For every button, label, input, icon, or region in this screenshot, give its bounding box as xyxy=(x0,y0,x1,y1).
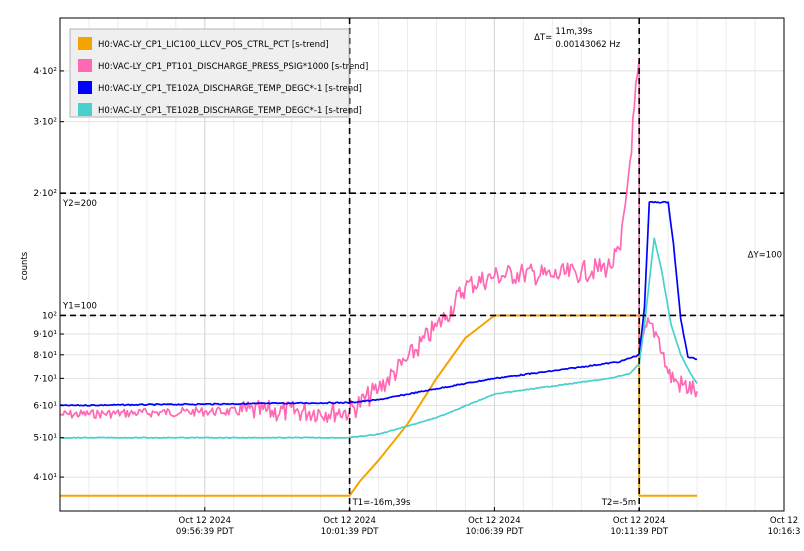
y-axis-label: counts xyxy=(20,251,30,280)
y-tick-label: 10² xyxy=(42,311,57,321)
legend-swatch-1 xyxy=(78,37,92,50)
t2-cursor-label: T2=-5m xyxy=(601,498,636,508)
y-tick-label: 9·10¹ xyxy=(33,330,57,340)
legend-label-2: H0:VAC-LY_CP1_PT101_DISCHARGE_PRESS_PSIG… xyxy=(98,62,368,72)
y-tick-label: 8·10¹ xyxy=(33,351,57,361)
x-tick-label-time: 10:06:39 PDT xyxy=(466,527,525,537)
series-line-3 xyxy=(59,200,698,407)
legend-label-3: H0:VAC-LY_CP1_TE102A_DISCHARGE_TEMP_DEGC… xyxy=(98,84,362,94)
delta-t-value: 11m,39s xyxy=(555,27,593,37)
x-tick-label-time: 10:01:39 PDT xyxy=(321,527,380,537)
y2-cursor-label: Y2=200 xyxy=(62,199,97,209)
series-layer xyxy=(59,59,698,497)
x-tick-label-date: Oct 12 2024 xyxy=(323,516,376,526)
delta-y-label: ΔY=100 xyxy=(748,250,782,260)
axis-layer: 4·10¹ 5·10¹ 6·10¹ 7·10¹ 8·10¹ 9·10¹ 10² 2·10² 3·… xyxy=(33,67,800,537)
delta-t-prefix: ΔT= xyxy=(534,33,552,43)
delta-t-frequency: 0.00143062 Hz xyxy=(555,40,620,50)
x-tick-label-time: 10:16:3 xyxy=(768,527,801,537)
legend-swatch-4 xyxy=(78,103,92,116)
y-tick-label: 5·10¹ xyxy=(33,434,57,444)
legend-box xyxy=(69,28,350,118)
legend: H0:VAC-LY_CP1_LIC100_LLCV_POS_CTRL_PCT [… xyxy=(69,28,368,118)
x-tick-label-date: Oct 12 2024 xyxy=(613,516,666,526)
y-tick-label: 2·10² xyxy=(33,189,57,199)
legend-swatch-2 xyxy=(78,59,92,72)
x-tick-label-date: Oct 12 2024 xyxy=(468,516,521,526)
series-line-2 xyxy=(59,59,698,423)
legend-label-1: H0:VAC-LY_CP1_LIC100_LLCV_POS_CTRL_PCT [… xyxy=(98,40,329,50)
y-tick-label: 6·10¹ xyxy=(33,402,57,412)
y1-cursor-label: Y1=100 xyxy=(62,301,97,311)
legend-label-4: H0:VAC-LY_CP1_TE102B_DISCHARGE_TEMP_DEGC… xyxy=(98,106,362,116)
x-tick-label-time: 10:11:39 PDT xyxy=(610,527,669,537)
x-tick-label-date: Oct 12 2024 xyxy=(179,516,232,526)
legend-swatch-3 xyxy=(78,81,92,94)
x-tick-label-time: 09:56:39 PDT xyxy=(176,527,235,537)
t1-cursor-label: T1=-16m,39s xyxy=(352,498,411,508)
y-tick-label: 4·10² xyxy=(33,67,57,77)
series-line-1 xyxy=(60,314,698,497)
y-tick-label: 3·10² xyxy=(33,118,57,128)
y-tick-label: 7·10¹ xyxy=(33,374,57,384)
x-tick-label-date: Oct 12 xyxy=(770,516,798,526)
cursor-layer: T1=-16m,39s T2=-5m Y1=100 Y2=200 ΔT=11m,39s 0… xyxy=(60,18,784,511)
y-tick-label: 4·10¹ xyxy=(33,473,57,483)
plot-frame xyxy=(59,17,785,512)
series-line-4 xyxy=(60,237,698,439)
